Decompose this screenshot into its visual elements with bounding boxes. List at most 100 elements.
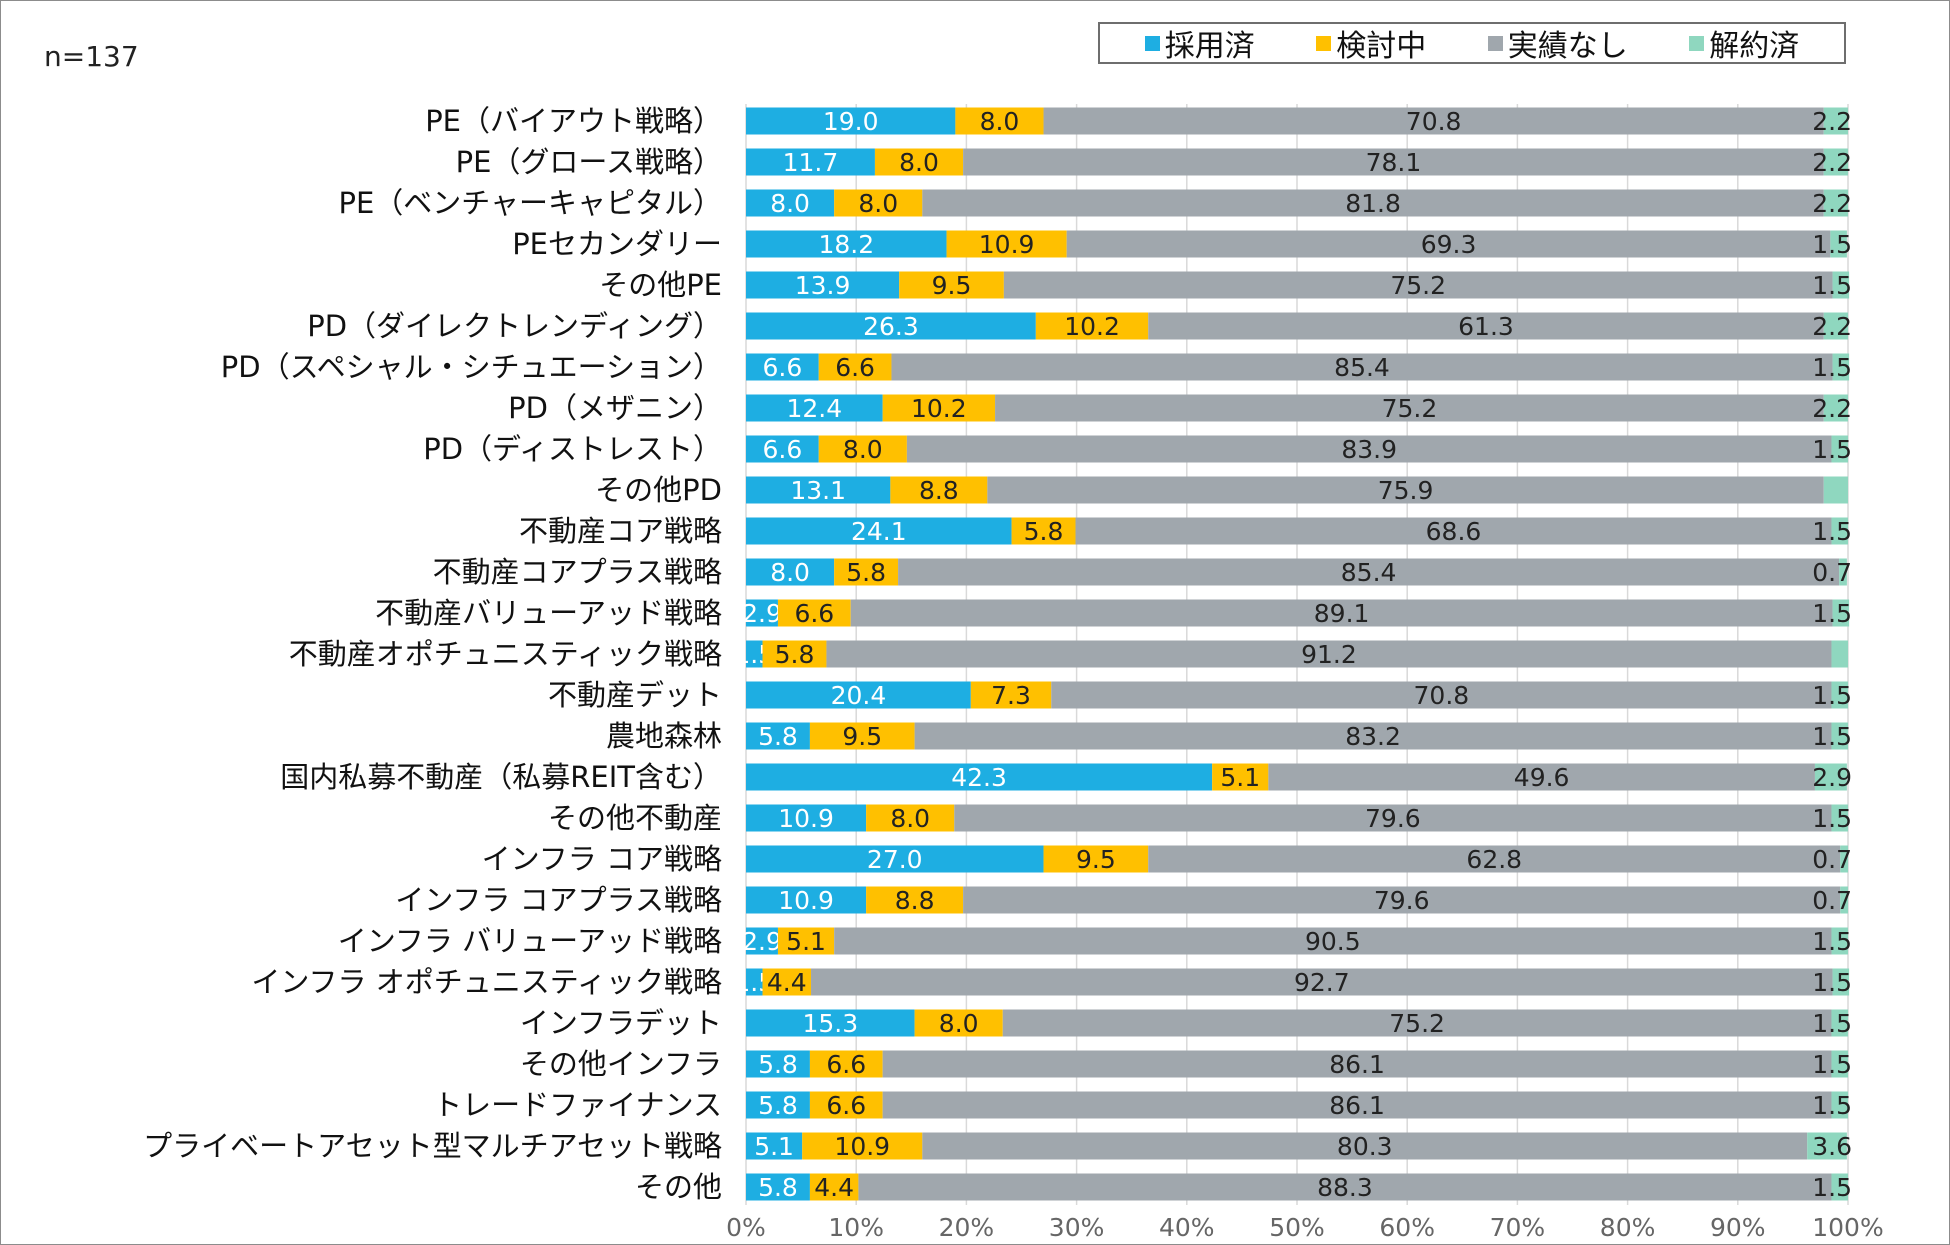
bar-segment — [1823, 312, 1848, 340]
category-label: 不動産オポチュニスティック戦略 — [289, 637, 722, 671]
bar-segment — [746, 394, 883, 422]
bar-segment — [1823, 476, 1848, 504]
bar-segment — [995, 394, 1824, 422]
x-tick-label: 70% — [1490, 1213, 1546, 1242]
bar-segment — [746, 968, 763, 996]
bar-segment — [1051, 681, 1832, 709]
bar-segment — [1840, 886, 1848, 914]
legend-item-adopted: 採用済 — [1144, 21, 1255, 65]
bar-segment — [1831, 927, 1848, 955]
category-label: PE（グロース戦略） — [456, 145, 722, 179]
data-label: 81.8 — [1345, 189, 1401, 218]
data-label: 83.9 — [1341, 435, 1397, 464]
category-label: PD（スペシャル・シチュエーション） — [221, 350, 722, 384]
bar-segment — [1814, 763, 1847, 791]
data-label: 1.5 — [1812, 1091, 1852, 1120]
bar-segment — [746, 1173, 810, 1201]
data-label: 18.2 — [818, 230, 874, 259]
bar-segment — [954, 804, 1832, 832]
bar-segment — [1832, 271, 1850, 299]
bar-segment — [1830, 230, 1847, 258]
category-label: PEセカンダリー — [512, 227, 722, 261]
data-label: 49.6 — [1514, 763, 1570, 792]
bar-segment — [1075, 517, 1832, 545]
x-tick-label: 10% — [828, 1213, 884, 1242]
bar-segment — [922, 1132, 1808, 1160]
bar-segment — [1148, 845, 1841, 873]
data-label: 0.7 — [1812, 845, 1852, 874]
bar-segment — [818, 435, 907, 463]
legend-label-adopted: 採用済 — [1164, 29, 1255, 64]
bar-segment — [1832, 353, 1850, 381]
category-label: 国内私募不動産（私募REIT含む） — [280, 760, 722, 794]
bar-segment — [1148, 312, 1824, 340]
data-label: 75.2 — [1382, 394, 1438, 423]
data-label: 6.6 — [762, 353, 802, 382]
data-label: 6.6 — [826, 1050, 866, 1079]
bar-segment — [834, 927, 1832, 955]
data-label: 70.8 — [1406, 107, 1462, 136]
data-label: 5.8 — [1024, 517, 1064, 546]
data-label: 5.8 — [758, 1091, 798, 1120]
bar-segment — [811, 968, 1833, 996]
data-label: 5.8 — [758, 1173, 798, 1202]
bar-segment — [809, 1173, 859, 1201]
data-label: 2.2 — [1812, 312, 1852, 341]
bar-segment — [890, 476, 988, 504]
legend-swatch-adopted — [1144, 35, 1160, 51]
legend-item-considering: 検討中 — [1316, 21, 1426, 65]
data-label: 24.1 — [851, 517, 907, 546]
category-label: プライベートアセット型マルチアセット戦略 — [143, 1129, 722, 1163]
data-label: 8.0 — [980, 107, 1020, 136]
category-label: その他不動産 — [548, 801, 722, 835]
bar-segment — [809, 1050, 883, 1078]
data-label: 10.2 — [911, 394, 967, 423]
bar-segment — [1807, 1132, 1847, 1160]
bar-segment — [1831, 681, 1848, 709]
data-label: 5.8 — [775, 640, 815, 669]
data-label: 8.8 — [919, 476, 959, 505]
data-label: 75.2 — [1390, 271, 1446, 300]
bar-segment — [746, 722, 810, 750]
category-label: トレードファイナンス — [433, 1088, 722, 1122]
bar-segment — [746, 1091, 810, 1119]
data-label: 5.1 — [754, 1132, 794, 1161]
x-tick-label: 40% — [1159, 1213, 1215, 1242]
data-label: 61.3 — [1458, 312, 1514, 341]
bar-segment — [882, 1050, 1832, 1078]
category-label: インフラ バリューアッド戦略 — [338, 924, 722, 958]
x-tick-label: 60% — [1379, 1213, 1435, 1242]
category-label: インフラ コア戦略 — [482, 842, 722, 876]
data-label: 8.0 — [899, 148, 939, 177]
bar-segment — [1212, 763, 1269, 791]
bar-segment — [1831, 722, 1848, 750]
bar-segment — [746, 353, 819, 381]
bar-segment — [746, 435, 819, 463]
bar-segment — [874, 148, 964, 176]
data-label: 91.2 — [1301, 640, 1357, 669]
bar-segment — [1831, 1173, 1848, 1201]
legend-swatch-considering — [1316, 35, 1332, 51]
data-label: 1.5 — [1812, 722, 1852, 751]
bar-segment — [987, 476, 1824, 504]
data-label: 70.8 — [1414, 681, 1470, 710]
x-tick-label: 90% — [1710, 1213, 1766, 1242]
data-label: 8.0 — [770, 558, 810, 587]
data-label: 2.9 — [1812, 763, 1852, 792]
bar-segment — [746, 640, 763, 668]
data-label: 9.5 — [1076, 845, 1116, 874]
bar-segment — [818, 353, 892, 381]
data-label: 5.8 — [758, 1050, 798, 1079]
bar-segment — [906, 435, 1832, 463]
bar-segment — [1003, 271, 1833, 299]
bar-segment — [1002, 1009, 1832, 1037]
data-label: 0.7 — [1812, 558, 1852, 587]
bar-segment — [866, 886, 964, 914]
x-tick-label: 100% — [1812, 1213, 1883, 1242]
bar-segment — [850, 599, 1833, 627]
bar-segment — [914, 1009, 1003, 1037]
bar-segment — [746, 1009, 915, 1037]
data-label: 80.3 — [1337, 1132, 1393, 1161]
category-label: 不動産バリューアッド戦略 — [375, 596, 722, 630]
bar-segment — [963, 148, 1824, 176]
